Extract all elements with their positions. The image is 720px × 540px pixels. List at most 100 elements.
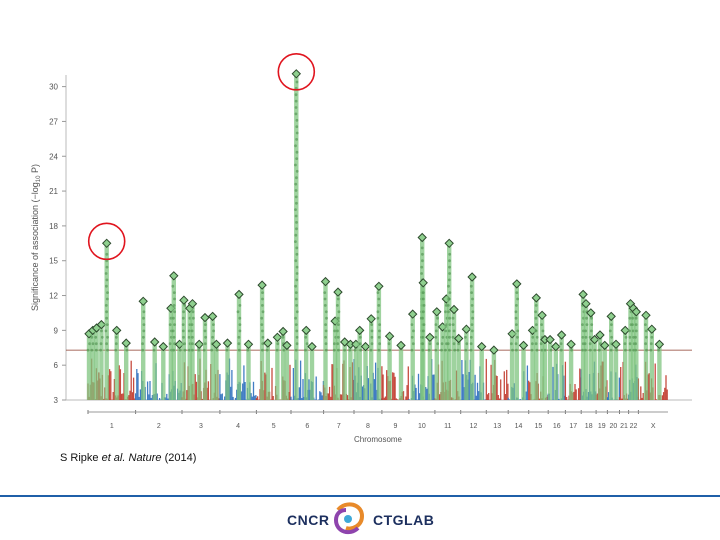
locus-snp-point [581, 323, 584, 326]
locus-snp-point [142, 329, 146, 333]
cncr-logo-text: CNCR [287, 512, 330, 528]
locus-snp-point [436, 342, 439, 346]
locus-snp-point [190, 323, 194, 326]
index-snp-diamond [96, 319, 107, 330]
locus-snp-point [106, 348, 109, 352]
locus-bar [357, 330, 362, 400]
index-snp-diamond [545, 334, 555, 345]
x-tick-label: 12 [470, 423, 478, 430]
locus-bar [177, 344, 182, 400]
index-snp-diamond [453, 333, 464, 344]
index-snp-diamond [333, 287, 343, 297]
locus-snp-point [323, 297, 327, 301]
x-tick-label: 2 [157, 423, 161, 430]
locus-snp-point [105, 252, 109, 256]
locus-snp-point [261, 329, 264, 333]
index-snp-diamond [111, 325, 122, 336]
locus-snp-point [333, 342, 336, 346]
locus-snp-point [448, 252, 452, 256]
locus-bar [597, 335, 603, 400]
locus-snp-point [295, 227, 298, 231]
locus-snp-point [295, 157, 299, 161]
locus-bar [190, 303, 195, 400]
locus-snp-point [246, 348, 250, 352]
locus-snp-point [336, 329, 339, 333]
locus-snp-point [142, 335, 145, 339]
locus-snp-point [644, 329, 648, 333]
locus-bar [246, 344, 251, 400]
locus-snp-point [142, 323, 146, 326]
locus-snp-point [105, 342, 108, 346]
locus-snp-point [541, 329, 545, 333]
index-snp-diamond [366, 314, 376, 324]
locus-snp-point [265, 348, 269, 352]
x-tick-label: 13 [493, 423, 501, 430]
locus-snp-point [294, 112, 298, 116]
locus-bar [387, 336, 392, 400]
locus-snp-point [114, 348, 118, 352]
locus-snp-point [358, 335, 362, 339]
locus-snp-point [125, 348, 129, 352]
locus-snp-point [94, 335, 98, 339]
locus-snp-point [446, 304, 450, 307]
locus-snp-point [325, 316, 328, 320]
locus-snp-point [471, 297, 474, 301]
locus-snp-point [584, 329, 587, 333]
index-snp-diamond [461, 324, 472, 334]
locus-snp-point [172, 316, 175, 320]
locus-snp-point [295, 310, 299, 314]
locus-snp-point [534, 316, 538, 320]
index-snp-diamond [432, 307, 442, 317]
locus-snp-point [515, 348, 518, 352]
locus-snp-point [447, 310, 450, 314]
y-tick-label: 18 [49, 222, 58, 231]
index-snp-diamond [444, 238, 454, 249]
locus-snp-point [204, 323, 207, 326]
locus-snp-point [261, 310, 265, 314]
locus-snp-point [238, 316, 242, 320]
locus-snp-point [589, 348, 592, 352]
x-tick-label: 6 [305, 423, 309, 430]
citation-etal: et al. [101, 452, 126, 464]
locus-snp-point [305, 342, 309, 346]
ctglab-logo-text: CTGLAB [373, 512, 435, 528]
locus-snp-point [295, 176, 298, 180]
index-snp-diamond [512, 279, 522, 289]
locus-snp-point [295, 118, 299, 122]
locus-bar [602, 345, 607, 400]
locus-snp-point [388, 348, 392, 352]
locus-snp-point [105, 284, 108, 288]
locus-snp-point [171, 284, 175, 288]
locus-snp-point [105, 323, 109, 326]
locus-bar [124, 343, 129, 400]
locus-snp-point [337, 348, 340, 352]
locus-snp-point [295, 80, 299, 84]
locus-snp-point [422, 323, 426, 326]
locus-bar [456, 338, 461, 400]
locus-snp-point [469, 342, 473, 346]
locus-snp-point [447, 297, 451, 301]
locus-snp-point [644, 323, 647, 326]
locus-snp-point [624, 335, 628, 339]
locus-bar [94, 328, 99, 400]
index-snp-diamond [599, 340, 610, 351]
index-snp-diamond [589, 334, 600, 345]
locus-snp-point [100, 329, 103, 333]
locus-snp-point [295, 138, 298, 141]
index-snp-diamond [374, 281, 384, 292]
locus-snp-point [531, 335, 535, 339]
locus-snp-point [99, 342, 103, 346]
locus-snp-point [105, 316, 108, 320]
x-axis-label: Chromosome [354, 435, 403, 444]
locus-snp-point [295, 265, 299, 269]
locus-snp-point [276, 342, 280, 346]
locus-snp-point [644, 342, 647, 346]
index-snp-diamond [566, 339, 576, 350]
locus-snp-point [634, 329, 638, 333]
locus-snp-point [168, 323, 172, 326]
locus-bar [210, 316, 215, 400]
locus-snp-point [237, 335, 241, 339]
locus-snp-point [609, 348, 613, 352]
locus-snp-point [434, 323, 438, 326]
locus-snp-point [370, 323, 374, 326]
